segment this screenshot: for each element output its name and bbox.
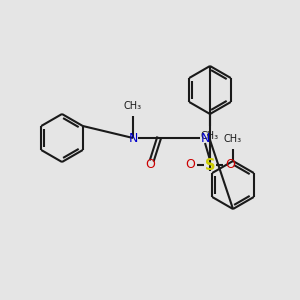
Text: O: O bbox=[225, 158, 235, 172]
Text: CH₃: CH₃ bbox=[201, 131, 219, 141]
Text: CH₃: CH₃ bbox=[224, 134, 242, 144]
Text: S: S bbox=[205, 158, 215, 172]
Text: O: O bbox=[145, 158, 155, 172]
Text: N: N bbox=[200, 131, 210, 145]
Text: N: N bbox=[128, 131, 138, 145]
Text: O: O bbox=[185, 158, 195, 172]
Text: CH₃: CH₃ bbox=[124, 101, 142, 111]
